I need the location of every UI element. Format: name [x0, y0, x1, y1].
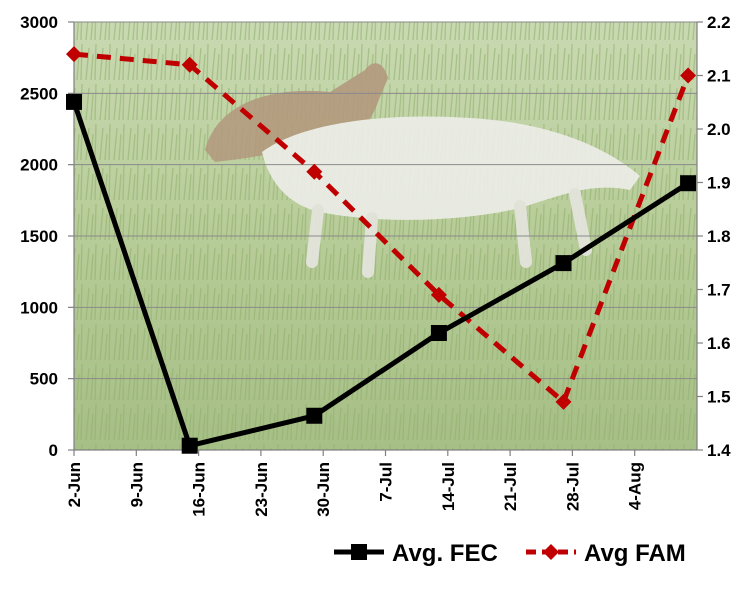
legend-marker	[543, 544, 559, 560]
right-axis-tick-labels: 1.4 1.5 1.6 1.7 1.8 1.9 2.0 2.1 2.2	[707, 13, 731, 460]
series-line	[73, 51, 691, 405]
left-tick-label: 500	[30, 370, 58, 389]
data-point	[66, 46, 82, 63]
legend: Avg. FEC Avg FAM	[334, 540, 686, 567]
data-point	[430, 286, 447, 303]
series-layer	[66, 46, 697, 454]
data-point	[555, 255, 572, 272]
right-tick-label: 1.6	[707, 334, 731, 353]
data-point	[181, 56, 198, 73]
right-tick-label: 1.9	[707, 174, 731, 193]
x-tick-label: 4-Aug	[626, 462, 645, 510]
right-tick-label: 2.0	[707, 120, 731, 139]
axes	[68, 21, 703, 456]
left-tick-label: 3000	[20, 13, 58, 32]
x-tick-label: 21-Jul	[501, 462, 520, 511]
x-tick-label: 16-Jun	[190, 462, 209, 517]
left-tick-label: 0	[49, 441, 58, 460]
x-tick-label: 23-Jun	[252, 462, 271, 517]
left-tick-label: 2500	[20, 84, 58, 103]
right-tick-label: 2.1	[707, 67, 731, 86]
legend-item-avg-fec: Avg. FEC	[334, 540, 498, 567]
right-tick-label: 1.5	[707, 388, 731, 407]
data-point	[430, 325, 447, 342]
data-point	[181, 437, 198, 454]
x-tick-label: 2-Jun	[65, 462, 84, 507]
data-point	[680, 175, 697, 192]
x-tick-label: 14-Jul	[439, 462, 458, 511]
left-tick-label: 2000	[20, 156, 58, 175]
legend-label: Avg. FEC	[392, 540, 498, 567]
right-tick-label: 2.2	[707, 13, 731, 32]
series-avg-fam	[66, 46, 697, 410]
data-point	[66, 93, 82, 110]
x-tick-label: 7-Jul	[377, 462, 396, 502]
x-tick-label: 9-Jun	[127, 462, 146, 507]
left-axis-tick-labels: 0 500 1000 1500 2000 2500 3000	[20, 13, 58, 460]
right-tick-label: 1.8	[707, 227, 731, 246]
legend-label: Avg FAM	[584, 540, 686, 567]
series-line	[71, 101, 690, 449]
right-tick-label: 1.4	[707, 441, 731, 460]
series-avg-fec	[66, 93, 697, 454]
gridlines	[74, 21, 697, 380]
left-tick-label: 1000	[20, 298, 58, 317]
x-axis-tick-labels: 2-Jun 9-Jun 16-Jun 23-Jun 30-Jun 7-Jul 14-Jul 2…	[65, 462, 645, 517]
x-tick-label: 30-Jun	[314, 462, 333, 517]
data-point	[306, 163, 323, 180]
legend-item-avg-fam: Avg FAM	[526, 540, 686, 567]
left-tick-label: 1500	[20, 227, 58, 246]
data-point	[555, 393, 572, 410]
right-tick-label: 1.7	[707, 281, 731, 300]
x-tick-label: 28-Jul	[563, 462, 582, 511]
data-point	[306, 407, 323, 424]
data-point	[680, 67, 697, 84]
legend-marker	[351, 544, 367, 560]
